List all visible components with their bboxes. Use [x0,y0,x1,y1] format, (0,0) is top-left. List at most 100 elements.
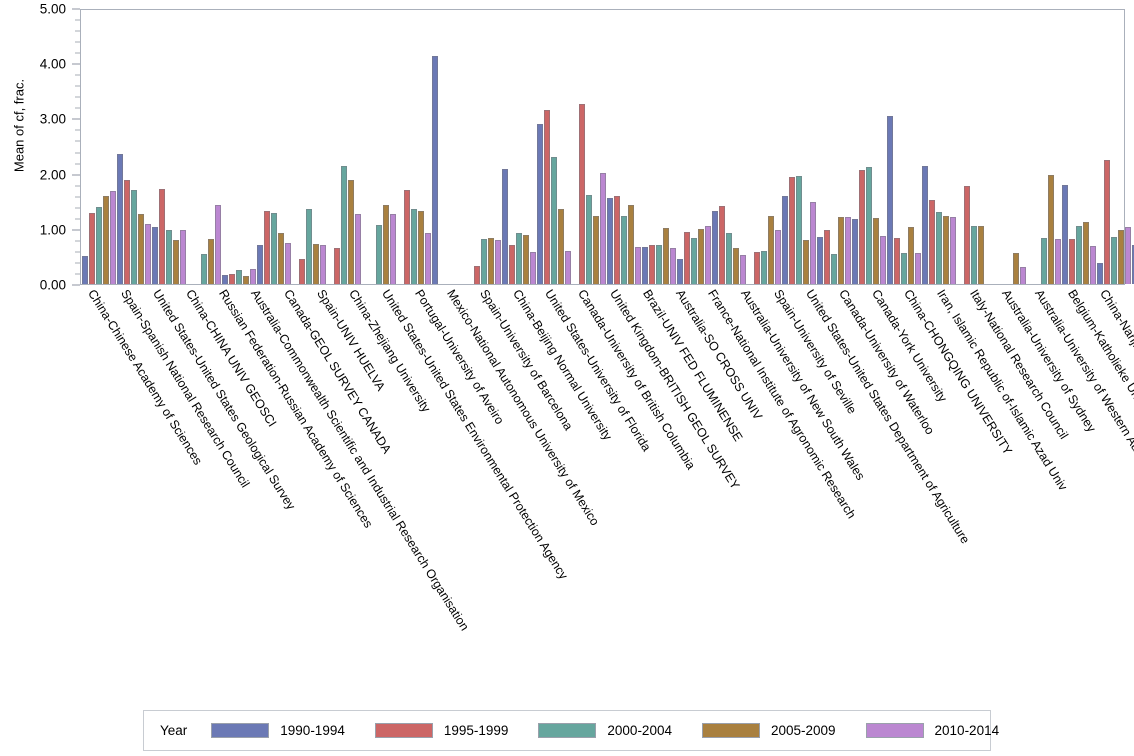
bar [620,216,627,284]
y-tick-minor [75,262,80,264]
bar [305,209,312,284]
bar [550,157,557,284]
bar [802,239,809,284]
bar-group [571,10,606,284]
bar-group [711,10,746,284]
bar [340,165,347,284]
y-tick-label: 3.00 [39,111,66,127]
bar [592,216,599,284]
bar [676,258,683,284]
bar [641,247,648,284]
bar [102,196,109,284]
bar [718,206,725,284]
bar [256,245,263,284]
x-tick-label: Australia-University of New South Wales [738,287,868,483]
y-tick-minor [75,52,80,54]
bar [1082,222,1089,284]
x-tick-label: Mexico-National Autonomous University of… [444,287,603,529]
bar-group [396,10,431,284]
bar [774,229,781,284]
bar [648,245,655,284]
bar [424,232,431,284]
bar [564,250,571,284]
y-tick-mark [72,118,80,120]
bar [627,205,634,284]
bar [851,219,858,284]
legend-swatch [865,723,924,738]
legend-label: 2000-2004 [607,723,672,738]
bar [753,251,760,284]
bar [522,235,529,284]
bar [970,225,977,284]
bar [270,212,277,284]
bar [242,276,249,284]
bar [515,233,522,284]
y-tick-minor [75,140,80,142]
y-tick-minor [75,85,80,87]
bar-group [466,10,501,284]
bar [347,180,354,284]
bar [760,251,767,284]
bar [606,197,613,284]
y-tick-minor [75,19,80,21]
bar-group [221,10,256,284]
bar [249,268,256,284]
legend-swatch [211,723,270,738]
bar [501,169,508,284]
legend-item[interactable]: 2010-2014 [865,723,1000,738]
bar [711,210,718,284]
legend-item[interactable]: 2000-2004 [538,723,672,738]
bar [263,210,270,284]
legend-item[interactable]: 2005-2009 [701,723,836,738]
bar [207,239,214,284]
bar [1047,175,1054,284]
bar [116,154,123,284]
bar [137,213,144,284]
bar [277,232,284,284]
bar [312,243,319,284]
bar [1012,252,1019,284]
bar [634,247,641,284]
bar [781,195,788,284]
bar [1019,267,1026,284]
bar [963,186,970,284]
legend-item[interactable]: 1990-1994 [211,723,345,738]
bar-group [431,10,466,284]
bar [1061,184,1068,284]
bar [732,247,739,284]
legend-label: 2010-2014 [934,723,1000,738]
bar [1110,237,1117,284]
bar [858,170,865,284]
bar-group [641,10,676,284]
bar [144,224,151,284]
bar [767,216,774,284]
bar [578,104,585,284]
bar [403,190,410,284]
legend-item[interactable]: 1995-1999 [374,723,508,738]
bar [95,207,102,284]
y-tick-minor [75,41,80,43]
bar-group [361,10,396,284]
bar [816,237,823,284]
bar-group [1026,10,1061,284]
bar [1131,244,1134,284]
bar [431,56,438,284]
bar [865,166,872,284]
bar [382,204,389,284]
bar [585,195,592,284]
bar-group [816,10,851,284]
bar-group [291,10,326,284]
bar [1117,230,1124,284]
y-axis: Mean of cf, frac. 0.00 1.00 2.00 3.00 4.00 5.… [0,0,80,294]
bar-group [1096,10,1131,284]
bar [284,243,291,284]
bar-group [186,10,221,284]
y-tick-minor [75,163,80,165]
bar [487,238,494,284]
bar [921,166,928,284]
bar-group [501,10,536,284]
bar [109,191,116,284]
bar [480,238,487,284]
y-tick-minor [75,152,80,154]
